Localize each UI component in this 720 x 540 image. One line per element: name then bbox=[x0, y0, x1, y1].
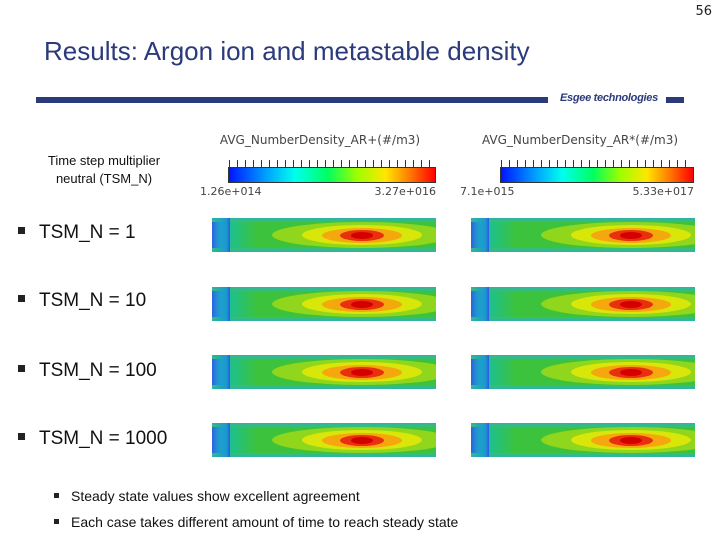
plot-edge bbox=[471, 423, 695, 427]
ion-density-plot-3 bbox=[212, 355, 436, 389]
density-contour bbox=[351, 368, 373, 376]
plot-edge bbox=[471, 355, 489, 389]
footnote-text: Each case takes different amount of time… bbox=[71, 514, 459, 530]
plot-edge bbox=[212, 423, 436, 427]
plot-edge bbox=[212, 317, 436, 321]
ion-density-plot-2 bbox=[212, 287, 436, 321]
colorbar-metastable-ticks bbox=[501, 160, 693, 168]
plot-edge bbox=[212, 385, 436, 389]
plot-edge bbox=[212, 453, 436, 457]
bullet-square-icon bbox=[18, 227, 25, 235]
colorbar-ion-title: AVG_NumberDensity_AR+(#/m3) bbox=[219, 133, 421, 147]
metastable-density-plot-3 bbox=[471, 355, 695, 389]
ion-density-plot-4 bbox=[212, 423, 436, 457]
bullet-square-icon bbox=[54, 492, 59, 498]
plot-edge bbox=[471, 218, 489, 252]
brand-underline bbox=[666, 97, 684, 103]
footnote-text: Steady state values show excellent agree… bbox=[71, 488, 360, 504]
metastable-density-plot-2 bbox=[471, 287, 695, 321]
bullet-square-icon bbox=[18, 365, 25, 373]
plot-edge bbox=[212, 248, 436, 252]
case-row-1: TSM_N = 1 bbox=[18, 222, 136, 244]
plot-edge bbox=[212, 287, 436, 291]
bullet-square-icon bbox=[18, 295, 25, 303]
tsm-label: Time step multiplier neutral (TSM_N) bbox=[24, 152, 184, 188]
bullet-square-icon bbox=[54, 518, 59, 524]
footnote-1: Steady state values show excellent agree… bbox=[54, 488, 360, 504]
density-contour bbox=[351, 436, 373, 444]
plot-edge bbox=[471, 317, 695, 321]
metastable-density-plot-4 bbox=[471, 423, 695, 457]
plot-edge bbox=[212, 355, 230, 389]
plot-edge bbox=[212, 287, 230, 321]
density-contour bbox=[620, 300, 642, 308]
density-contour bbox=[351, 300, 373, 308]
ion-density-plot-1 bbox=[212, 218, 436, 252]
slide-number: 56 bbox=[695, 4, 712, 19]
colorbar-ion-min: 1.26e+014 bbox=[200, 185, 262, 198]
colorbar-metastable-title: AVG_NumberDensity_AR*(#/m3) bbox=[481, 133, 679, 147]
metastable-density-plot-1 bbox=[471, 218, 695, 252]
colorbar-ion-ticks bbox=[229, 160, 435, 168]
plot-edge bbox=[212, 423, 230, 457]
plot-edge bbox=[471, 218, 695, 222]
plot-edge bbox=[212, 218, 230, 252]
density-contour bbox=[620, 368, 642, 376]
tsm-label-line2: neutral (TSM_N) bbox=[55, 171, 153, 186]
tsm-label-line1: Time step multiplier bbox=[47, 153, 161, 168]
case-row-3: TSM_N = 100 bbox=[18, 360, 157, 382]
colorbar-metastable-max: 5.33e+017 bbox=[632, 185, 694, 198]
colorbar-ion-max: 3.27e+016 bbox=[374, 185, 436, 198]
footnote-2: Each case takes different amount of time… bbox=[54, 514, 458, 530]
case-label: TSM_N = 10 bbox=[39, 290, 147, 311]
case-label: TSM_N = 1 bbox=[39, 222, 136, 243]
plot-edge bbox=[471, 423, 489, 457]
brand-logo-text: Esgee technologies bbox=[560, 92, 658, 104]
plot-edge bbox=[471, 287, 489, 321]
plot-edge bbox=[212, 218, 436, 222]
case-label: TSM_N = 1000 bbox=[39, 428, 168, 449]
colorbar-metastable-min: 7.1e+015 bbox=[460, 185, 515, 198]
density-contour bbox=[620, 231, 642, 239]
plot-edge bbox=[471, 355, 695, 359]
density-contour bbox=[620, 436, 642, 444]
colorbar-ion-gradient bbox=[228, 160, 436, 183]
colorbar-ion: AVG_NumberDensity_AR+(#/m3) 1.26e+014 3.… bbox=[200, 133, 440, 203]
density-contour bbox=[351, 231, 373, 239]
slide-title: Results: Argon ion and metastable densit… bbox=[44, 36, 530, 66]
plot-edge bbox=[471, 287, 695, 291]
colorbar-metastable: AVG_NumberDensity_AR*(#/m3) 7.1e+015 5.3… bbox=[460, 133, 700, 203]
bullet-square-icon bbox=[18, 433, 25, 441]
colorbar-metastable-gradient bbox=[500, 160, 694, 183]
case-label: TSM_N = 100 bbox=[39, 360, 157, 381]
case-row-2: TSM_N = 10 bbox=[18, 290, 146, 312]
plot-edge bbox=[212, 355, 436, 359]
title-underline bbox=[36, 97, 548, 103]
plot-edge bbox=[471, 385, 695, 389]
plot-edge bbox=[471, 453, 695, 457]
case-row-4: TSM_N = 1000 bbox=[18, 428, 167, 450]
plot-edge bbox=[471, 248, 695, 252]
